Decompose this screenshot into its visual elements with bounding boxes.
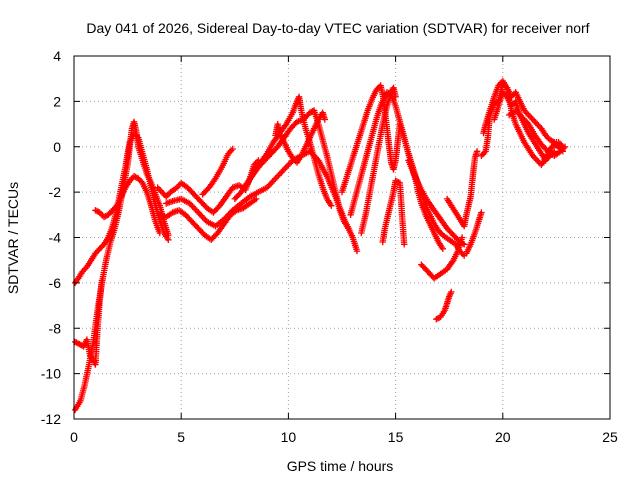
- x-axis-label: GPS time / hours: [287, 458, 394, 474]
- series-trace-r: [413, 184, 446, 252]
- y-tick-label-1: -10: [41, 366, 61, 382]
- point-16-52: [461, 241, 468, 248]
- chart-title: Day 041 of 2026, Sidereal Day-to-day VTE…: [86, 20, 589, 36]
- series-trace-b: [71, 129, 172, 287]
- y-tick-label-4: -4: [49, 230, 62, 246]
- x-tick-label-5: 25: [602, 429, 618, 445]
- point-13-77: [392, 93, 399, 100]
- series-trace-h: [199, 145, 236, 198]
- point-17-33: [439, 245, 446, 252]
- point-4-3: [158, 188, 166, 196]
- series-trace-u: [443, 148, 481, 230]
- series-trace-v: [463, 209, 485, 257]
- x-tick-label-3: 15: [388, 429, 404, 445]
- point-4-6: [163, 193, 170, 200]
- point-8-118: [328, 202, 335, 209]
- series-trace-i: [231, 93, 335, 209]
- series-trace-o: [379, 177, 408, 248]
- y-axis-label: SDTVAR / TECUs: [5, 182, 21, 294]
- series-trace-k: [272, 109, 328, 166]
- point-3-64: [156, 229, 163, 237]
- y-tick-label-0: -12: [41, 411, 61, 427]
- data-points: [71, 77, 569, 414]
- point-25-42: [561, 143, 569, 150]
- point-4-1: [155, 185, 163, 193]
- point-1-136: [165, 236, 172, 243]
- point-2-64: [98, 277, 106, 284]
- x-tick-label-1: 5: [177, 429, 185, 445]
- y-tick-label-8: 4: [53, 48, 61, 64]
- x-tick-label-0: 0: [70, 429, 78, 445]
- point-6-77: [285, 161, 292, 169]
- series-trace-n: [358, 84, 399, 237]
- x-tick-label-4: 20: [495, 429, 511, 445]
- series-trace-c: [71, 277, 106, 368]
- grid-lines: [74, 56, 610, 419]
- point-14-63: [401, 241, 408, 248]
- point-20-54: [473, 148, 481, 155]
- series-trace-z: [506, 107, 569, 159]
- point-6-145: [353, 247, 361, 255]
- series-trace-j: [242, 107, 352, 232]
- y-tick-label-6: 0: [53, 139, 61, 155]
- series-trace-y: [480, 77, 566, 169]
- point-25-13: [524, 119, 531, 126]
- point-21-22: [478, 209, 485, 216]
- point-22-69: [533, 120, 541, 128]
- y-tick-label-7: 2: [53, 93, 61, 109]
- y-tick-label-3: -6: [49, 275, 62, 291]
- point-22-62: [523, 110, 531, 117]
- series-trace-t: [433, 288, 455, 323]
- point-18-36: [458, 234, 466, 241]
- point-5-68: [253, 195, 260, 203]
- x-tick-label-2: 10: [281, 429, 297, 445]
- point-19-18: [448, 288, 455, 296]
- point-10-60: [321, 116, 328, 123]
- point-9-116: [345, 225, 352, 232]
- point-6-67: [270, 176, 278, 184]
- y-tick-label-5: -2: [49, 184, 62, 200]
- axis-ticks: 0 5 10 15 20 25 -12 -10 -8 -6 -4 -2 0 2 4: [41, 48, 618, 445]
- y-tick-label-2: -8: [49, 320, 62, 336]
- series-trace-d: [92, 173, 163, 237]
- point-6-18: [192, 206, 199, 213]
- point-7-27: [229, 145, 236, 153]
- series-trace-s: [418, 234, 466, 282]
- point-6-70: [275, 172, 282, 179]
